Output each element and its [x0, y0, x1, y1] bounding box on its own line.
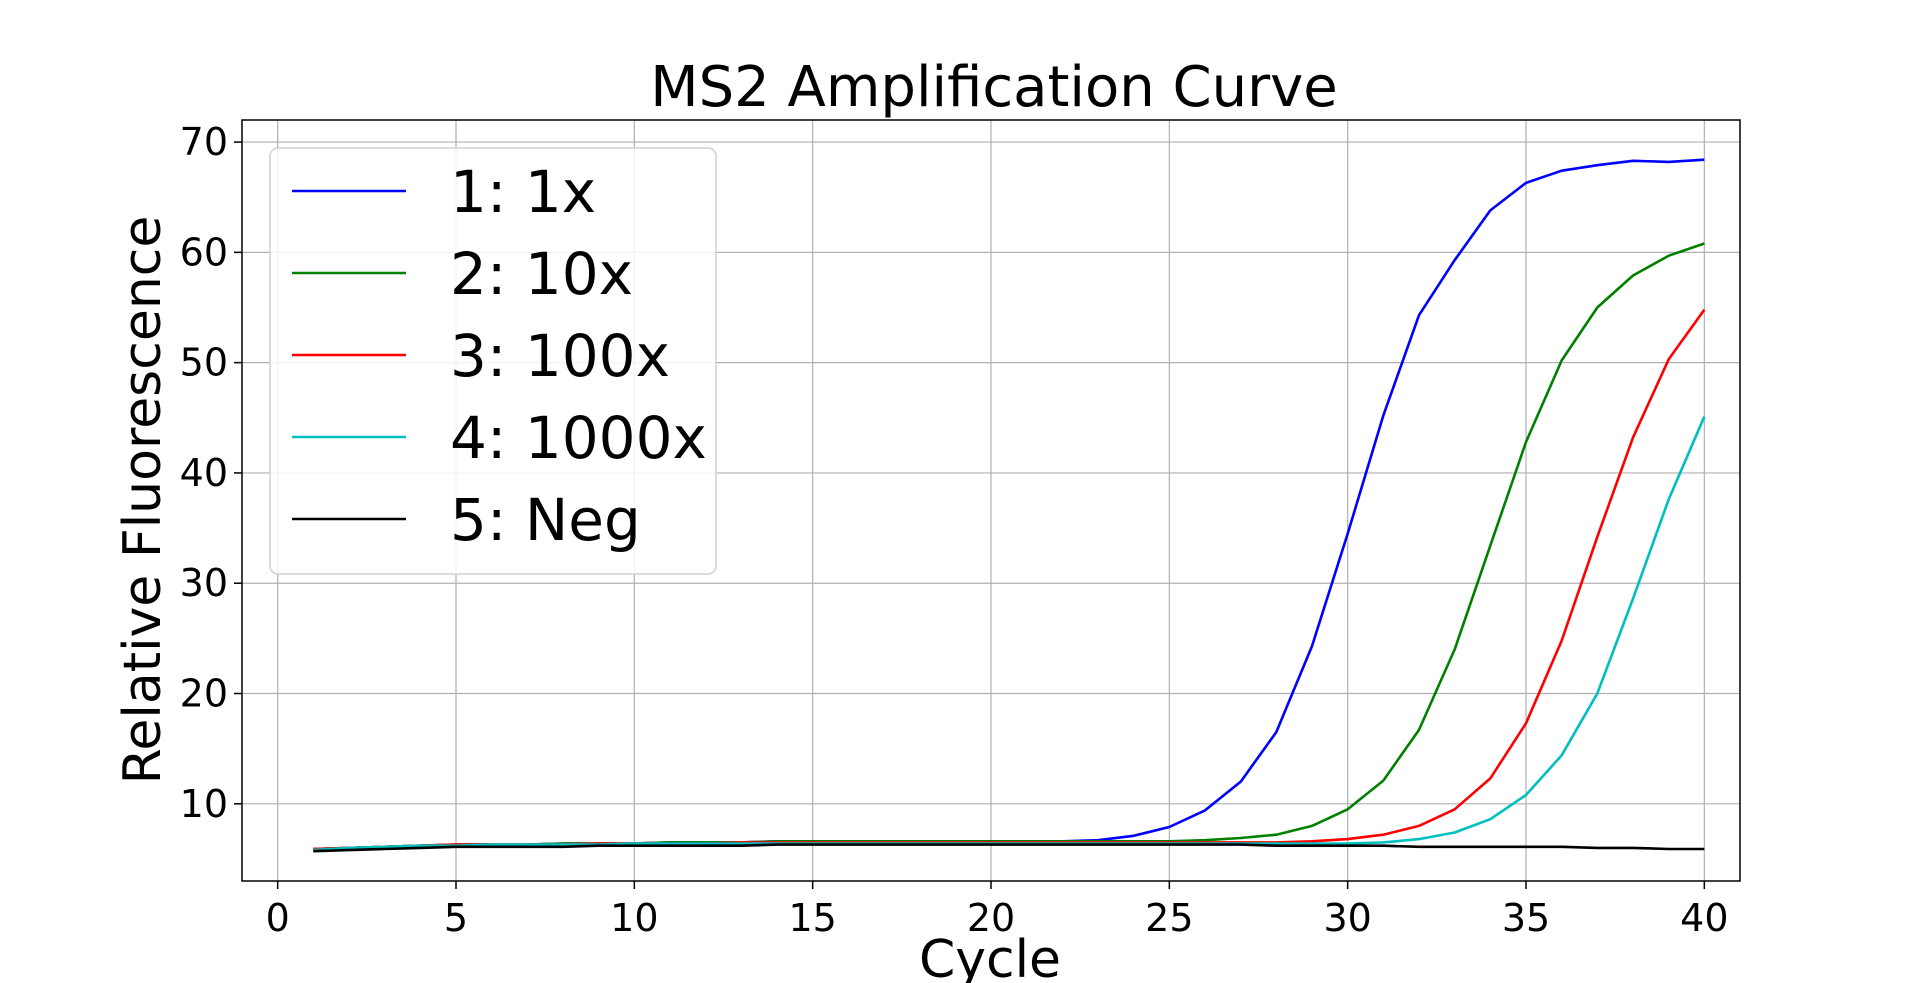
series-lines	[313, 158, 1706, 853]
x-tick-label: 20	[967, 896, 1015, 940]
x-tick-label: 25	[1145, 896, 1193, 940]
x-tick-label: 10	[610, 896, 658, 940]
y-tick-label: 50	[180, 341, 228, 385]
legend-label-3: 3: 100x	[450, 322, 670, 390]
y-axis-ticks: 10 20 30 40 50 60 70	[180, 120, 242, 826]
y-tick-label: 30	[180, 561, 228, 605]
x-tick-label: 35	[1502, 896, 1550, 940]
grid-lines	[242, 120, 1740, 881]
legend: 1: 1x 2: 10x 3: 100x 4: 1000x 5: Neg	[269, 147, 717, 575]
y-tick-label: 20	[180, 672, 228, 716]
legend-label-2: 2: 10x	[450, 240, 633, 308]
y-tick-label: 70	[180, 120, 228, 164]
y-tick-label: 40	[180, 451, 228, 495]
y-tick-label: 10	[180, 782, 228, 826]
legend-label-1: 1: 1x	[450, 158, 596, 226]
legend-box	[269, 147, 717, 575]
x-tick-label: 15	[788, 896, 836, 940]
legend-label-5: 5: Neg	[450, 486, 641, 554]
y-tick-label: 60	[180, 230, 228, 274]
legend-label-4: 4: 1000x	[450, 404, 707, 472]
series-line-5	[313, 843, 1705, 853]
y-axis-title: Relative Fluorescence	[113, 216, 173, 785]
x-tick-label: 5	[444, 896, 468, 940]
chart-title: MS2 Amplification Curve	[650, 55, 1337, 120]
x-tick-label: 40	[1680, 896, 1728, 940]
x-axis-ticks: 0 5 10 15 20 25 30 35 40	[266, 881, 1729, 940]
x-axis-title: Cycle	[919, 930, 1061, 983]
x-tick-label: 30	[1323, 896, 1371, 940]
x-tick-label: 0	[266, 896, 290, 940]
